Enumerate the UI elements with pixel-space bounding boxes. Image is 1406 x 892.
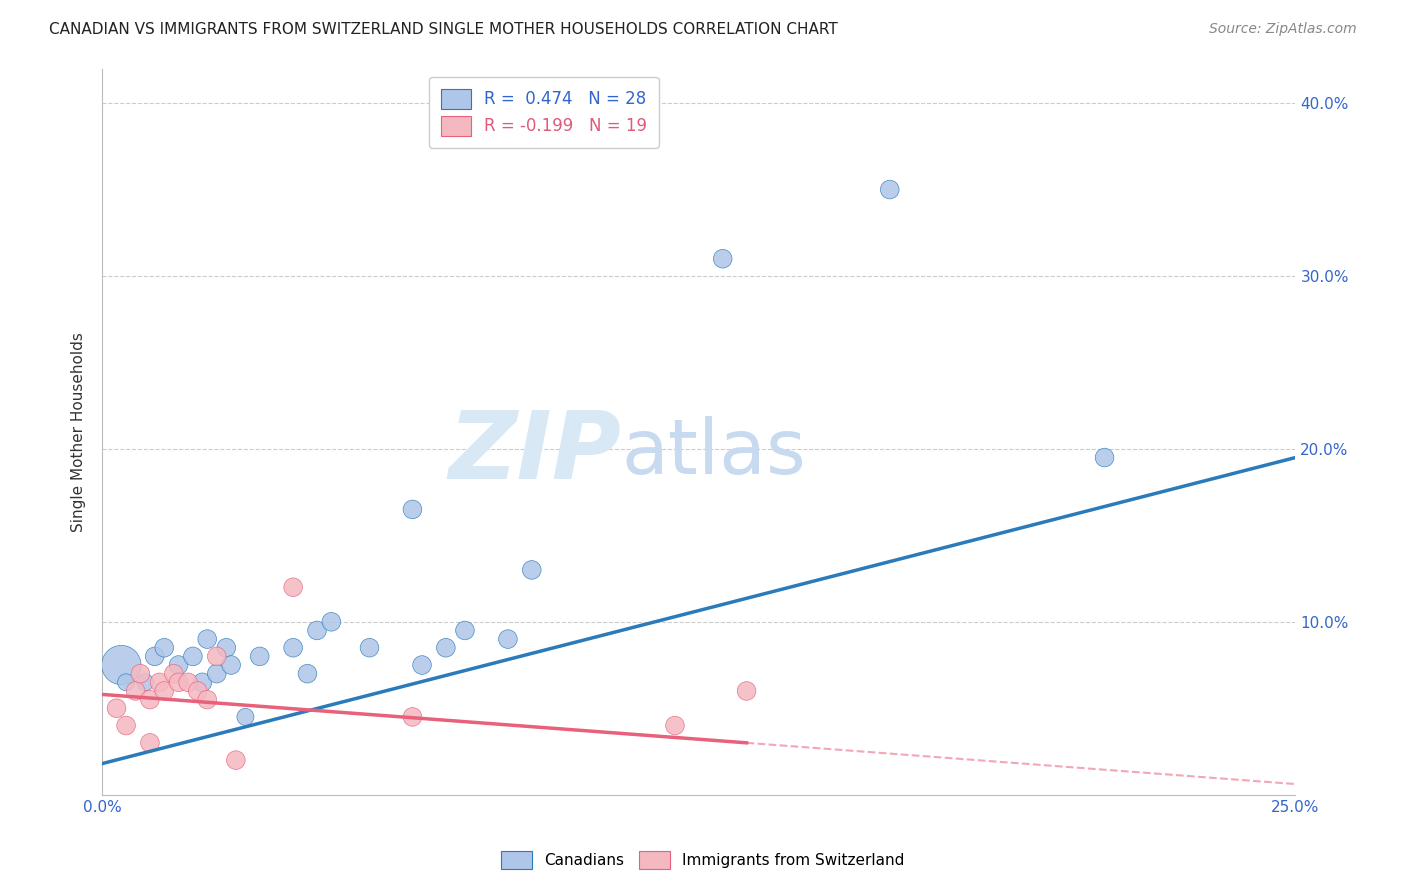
Point	[735, 684, 758, 698]
Point	[153, 640, 176, 655]
Point	[235, 710, 257, 724]
Point	[205, 649, 228, 664]
Point	[139, 692, 162, 706]
Point	[215, 640, 238, 655]
Point	[139, 736, 162, 750]
Point	[115, 675, 138, 690]
Point	[134, 675, 156, 690]
Point	[411, 658, 433, 673]
Point	[401, 710, 423, 724]
Point	[434, 640, 457, 655]
Point	[879, 182, 901, 196]
Text: Source: ZipAtlas.com: Source: ZipAtlas.com	[1209, 22, 1357, 37]
Text: atlas: atlas	[621, 417, 806, 491]
Point	[148, 675, 170, 690]
Point	[110, 658, 132, 673]
Point	[129, 666, 152, 681]
Point	[711, 252, 734, 266]
Y-axis label: Single Mother Households: Single Mother Households	[72, 332, 86, 532]
Legend: R =  0.474   N = 28, R = -0.199   N = 19: R = 0.474 N = 28, R = -0.199 N = 19	[429, 77, 658, 147]
Point	[191, 675, 214, 690]
Point	[321, 615, 343, 629]
Point	[219, 658, 242, 673]
Point	[664, 718, 686, 732]
Point	[167, 675, 190, 690]
Point	[195, 632, 218, 646]
Point	[124, 684, 146, 698]
Text: ZIP: ZIP	[449, 408, 621, 500]
Point	[181, 649, 204, 664]
Point	[187, 684, 209, 698]
Text: CANADIAN VS IMMIGRANTS FROM SWITZERLAND SINGLE MOTHER HOUSEHOLDS CORRELATION CHA: CANADIAN VS IMMIGRANTS FROM SWITZERLAND …	[49, 22, 838, 37]
Point	[163, 666, 186, 681]
Point	[281, 580, 304, 594]
Point	[153, 684, 176, 698]
Point	[496, 632, 519, 646]
Point	[1094, 450, 1116, 465]
Point	[177, 675, 200, 690]
Point	[305, 624, 328, 638]
Point	[454, 624, 477, 638]
Point	[143, 649, 166, 664]
Point	[105, 701, 128, 715]
Point	[115, 718, 138, 732]
Point	[195, 692, 218, 706]
Point	[249, 649, 271, 664]
Legend: Canadians, Immigrants from Switzerland: Canadians, Immigrants from Switzerland	[495, 845, 911, 875]
Point	[297, 666, 319, 681]
Point	[167, 658, 190, 673]
Point	[401, 502, 423, 516]
Point	[205, 666, 228, 681]
Point	[359, 640, 381, 655]
Point	[225, 753, 247, 767]
Point	[520, 563, 543, 577]
Point	[281, 640, 304, 655]
